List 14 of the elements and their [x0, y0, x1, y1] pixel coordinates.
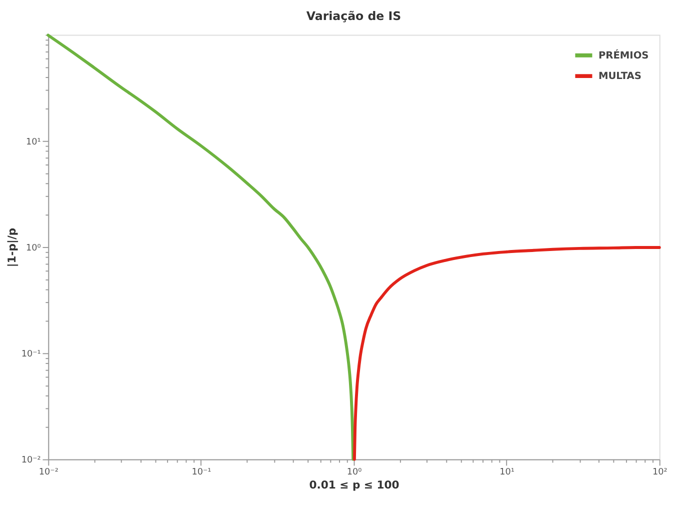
y-tick-label: 10¹ [26, 137, 42, 148]
y-tick-label: 10⁻¹ [21, 350, 42, 360]
x-tick-label: 10⁰ [346, 468, 362, 478]
legend-label: MULTAS [598, 70, 642, 82]
y-tick-label: 10⁰ [26, 243, 42, 254]
legend-label: PRÉMIOS [598, 48, 649, 62]
x-tick-label: 10⁻² [38, 468, 58, 478]
x-tick-label: 10⁻¹ [192, 468, 212, 478]
chart-title: Variação de IS [306, 9, 402, 24]
x-tick-label: 10² [652, 468, 668, 478]
y-tick-label: 10⁻² [21, 456, 41, 466]
x-tick-label: 10¹ [500, 468, 515, 478]
y-axis-title: |1-p|/p [5, 228, 18, 268]
x-axis-title: 0.01 ≤ p ≤ 100 [309, 478, 400, 492]
